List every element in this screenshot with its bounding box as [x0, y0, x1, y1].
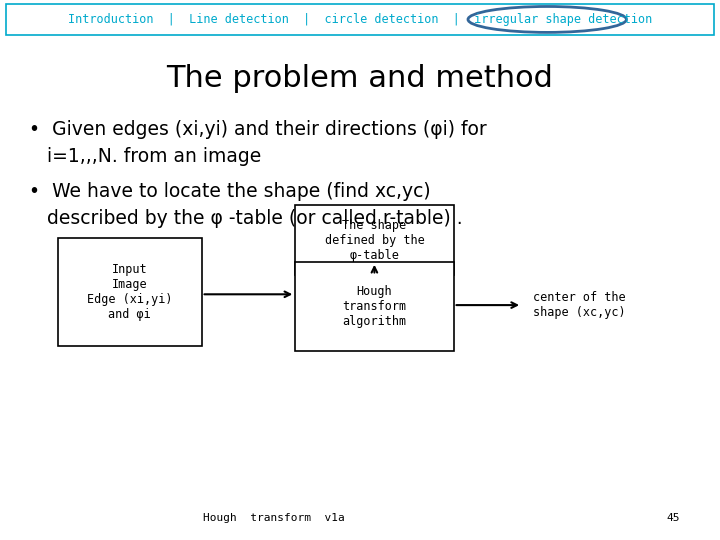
Text: Hough
transform
algorithm: Hough transform algorithm: [342, 285, 407, 328]
Text: Input
Image
Edge (xi,yi)
and φi: Input Image Edge (xi,yi) and φi: [87, 262, 172, 321]
FancyBboxPatch shape: [295, 205, 454, 275]
FancyBboxPatch shape: [6, 4, 714, 35]
Text: described by the φ -table (or called r-table) .: described by the φ -table (or called r-t…: [29, 209, 462, 228]
Text: i=1,,,N. from an image: i=1,,,N. from an image: [29, 147, 261, 166]
Text: The problem and method: The problem and method: [166, 64, 554, 93]
Text: Hough  transform  v1a: Hough transform v1a: [203, 514, 344, 523]
FancyBboxPatch shape: [295, 262, 454, 351]
Text: center of the
shape (xc,yc): center of the shape (xc,yc): [533, 291, 626, 319]
Text: •  We have to locate the shape (find xc,yc): • We have to locate the shape (find xc,y…: [29, 182, 431, 201]
Text: Introduction  |  Line detection  |  circle detection  |  irregular shape detecti: Introduction | Line detection | circle d…: [68, 13, 652, 26]
Text: •  Given edges (xi,yi) and their directions (φi) for: • Given edges (xi,yi) and their directio…: [29, 120, 487, 139]
Text: The shape
defined by the
φ-table: The shape defined by the φ-table: [325, 219, 424, 262]
FancyBboxPatch shape: [58, 238, 202, 346]
Text: 45: 45: [667, 514, 680, 523]
